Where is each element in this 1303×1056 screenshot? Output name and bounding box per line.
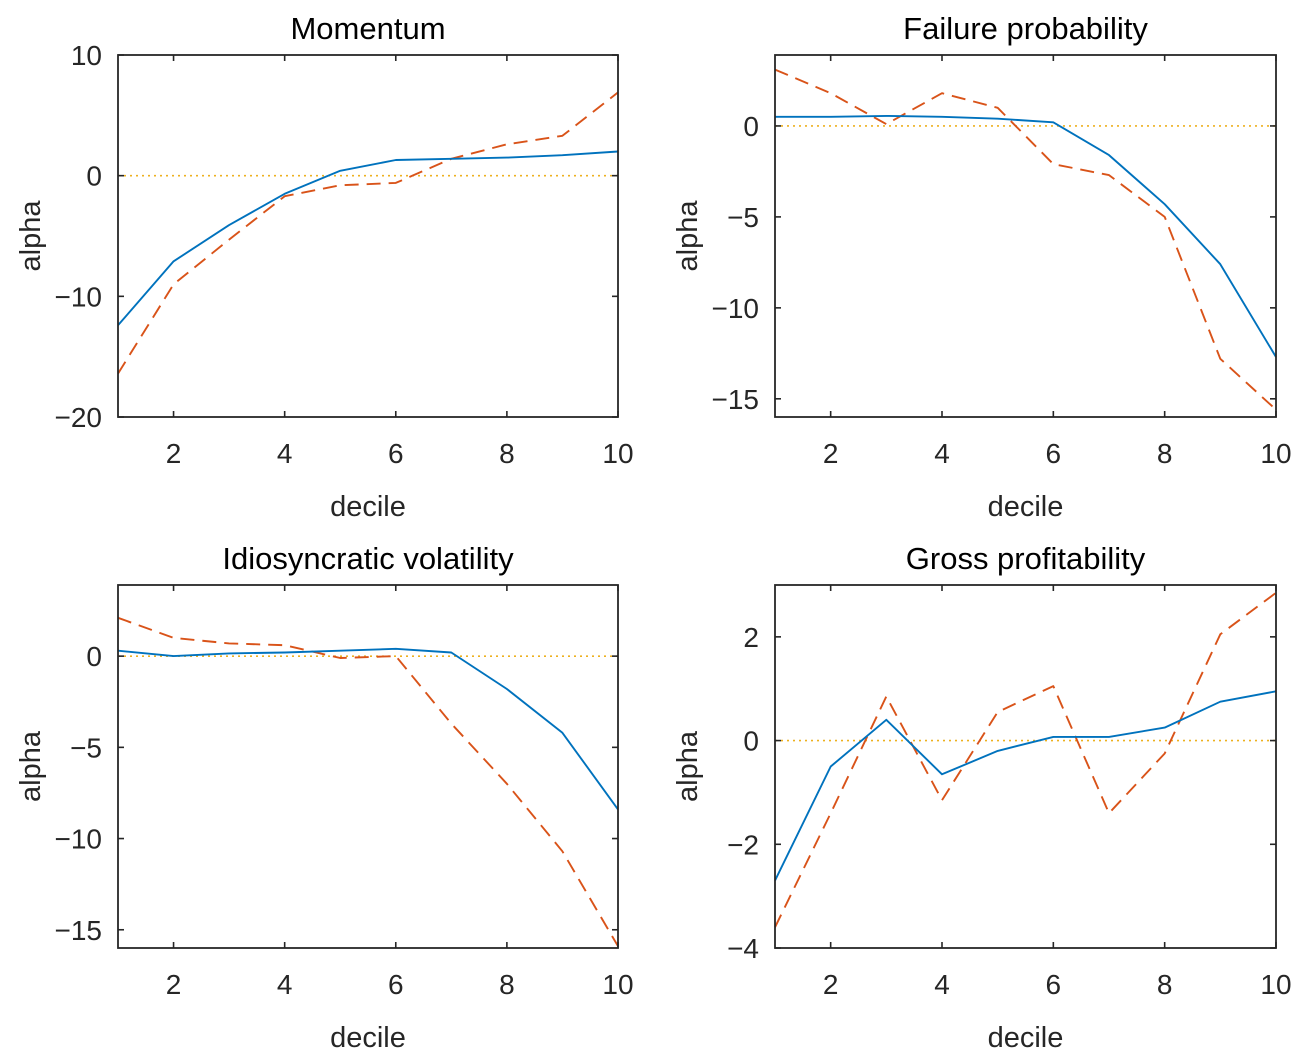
- x-tick-label: 8: [1157, 969, 1173, 1000]
- plot-area: [775, 585, 1276, 948]
- series-line-dashed: [774, 68, 1277, 411]
- x-axis-label: decile: [330, 491, 406, 523]
- series-line-solid: [117, 647, 619, 810]
- panel-4: 2 4 6 8 10 −4 −2 0 2 Gross profitability decile alp…: [672, 541, 1292, 1054]
- y-tick-label: −5: [727, 202, 759, 233]
- axes-box: [117, 584, 619, 949]
- x-axis-label: decile: [988, 491, 1064, 523]
- x-tick-label: 6: [388, 969, 404, 1000]
- x-tick-label: 10: [1260, 969, 1291, 1000]
- x-tick-label: 8: [1157, 438, 1173, 469]
- y-tick-label: 0: [86, 641, 102, 672]
- series-line-dashed: [117, 91, 619, 375]
- y-tick-label: −2: [727, 829, 759, 860]
- x-tick-label: 2: [823, 969, 839, 1000]
- x-tick-label: 8: [499, 438, 515, 469]
- y-tick-label: −10: [55, 281, 103, 312]
- y-axis-label: alpha: [672, 730, 704, 802]
- x-tick-label: 6: [1046, 438, 1062, 469]
- panel-3: 2 4 6 8 10 −15 −10 −5 0 Idiosyncratic volatility d…: [15, 541, 634, 1054]
- x-tick-label: 6: [388, 438, 404, 469]
- y-tick-label: −20: [55, 402, 103, 433]
- panel-2: 2 4 6 8 10 −15 −10 −5 0 Failure probability decile…: [672, 11, 1292, 523]
- y-tick-label: 10: [71, 40, 102, 71]
- x-tick-label: 2: [166, 969, 182, 1000]
- series-line-solid: [775, 114, 1277, 358]
- y-tick-label: 0: [743, 111, 759, 142]
- x-tick-label: 2: [823, 438, 839, 469]
- y-tick-label: −4: [727, 933, 759, 964]
- x-axis-label: decile: [988, 1022, 1064, 1054]
- y-tick-label: −5: [70, 732, 102, 763]
- x-tick-label: 10: [602, 438, 633, 469]
- x-tick-label: 2: [166, 438, 182, 469]
- y-tick-label: −15: [55, 915, 103, 946]
- x-tick-label: 4: [277, 438, 293, 469]
- y-axis-label: alpha: [672, 200, 704, 272]
- y-tick-label: 0: [86, 161, 102, 192]
- y-tick-label: −10: [712, 293, 760, 324]
- series-line-solid: [774, 690, 1277, 882]
- x-tick-label: 10: [602, 969, 633, 1000]
- y-tick-label: 0: [743, 726, 759, 757]
- panel-1: 2 4 6 8 10 −20 −10 0 10 Momentum decile alpha: [15, 11, 634, 523]
- x-tick-label: 4: [934, 438, 950, 469]
- axes-box: [774, 584, 1277, 949]
- series-line-solid: [117, 150, 619, 326]
- x-tick-label: 4: [934, 969, 950, 1000]
- y-axis-label: alpha: [15, 730, 47, 802]
- x-axis-label: decile: [330, 1022, 406, 1054]
- y-axis-label: alpha: [15, 200, 47, 272]
- x-tick-label: 8: [499, 969, 515, 1000]
- y-tick-label: −15: [712, 384, 760, 415]
- plot-area: [118, 55, 618, 417]
- series-line-dashed: [774, 592, 1277, 928]
- y-tick-label: −10: [55, 824, 103, 855]
- y-tick-label: 2: [743, 622, 759, 653]
- panel-title: Gross profitability: [906, 541, 1146, 576]
- axes-box: [774, 54, 1277, 418]
- panel-title: Momentum: [290, 11, 445, 46]
- x-tick-label: 4: [277, 969, 293, 1000]
- axes-box: [117, 54, 619, 418]
- x-tick-label: 6: [1046, 969, 1062, 1000]
- plot-area: [775, 55, 1276, 417]
- plot-area: [118, 585, 618, 948]
- series-line-dashed: [117, 616, 619, 947]
- panel-title: Idiosyncratic volatility: [222, 541, 514, 576]
- panel-title: Failure probability: [903, 11, 1148, 46]
- x-tick-label: 10: [1260, 438, 1291, 469]
